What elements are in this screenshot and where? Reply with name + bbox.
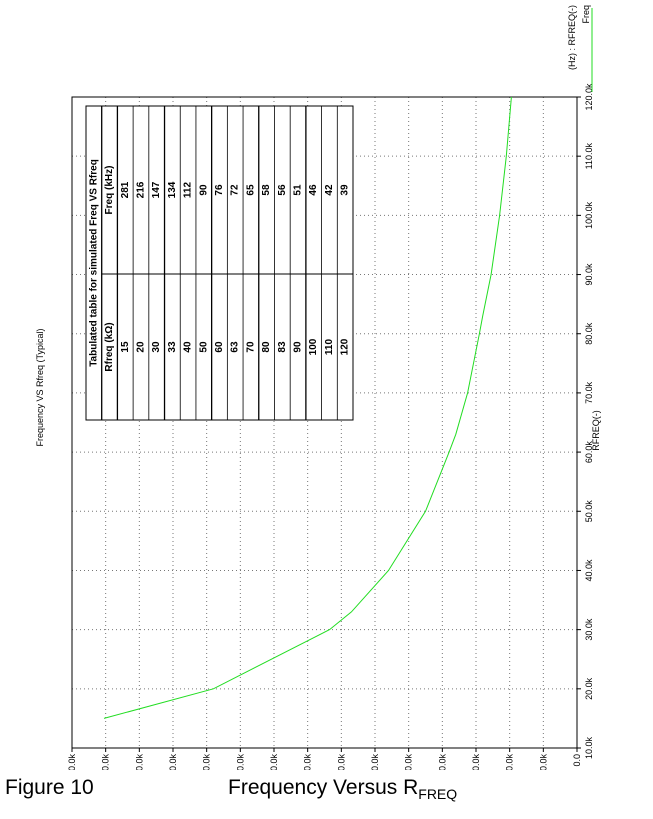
table-cell: 76	[214, 184, 225, 196]
x-tick-label: 80.0k	[584, 322, 594, 345]
y-tick-label: 20.0k	[538, 754, 548, 770]
chart-text: RFREQ(-) Frequency VS Rfreq (Typical)	[35, 328, 601, 450]
table-cell: 80	[261, 341, 272, 353]
table-cell: 40	[183, 341, 194, 353]
y-ticks: 0.0 20.0k 40.0k 60.0k 80.0k 100.0k 120.0k 140.0…	[67, 748, 582, 770]
y-tick-label: 160.0k	[303, 754, 313, 770]
y-tick-label: 0.0	[572, 754, 582, 767]
chart: 0.0 20.0k 40.0k 60.0k 80.0k 100.0k 120.0k 140.0…	[35, 5, 601, 770]
legend: (Hz) : RFREQ(-) Freq	[567, 5, 593, 92]
y-tick-label: 180.0k	[269, 754, 279, 770]
x-tick-label: 120.0k	[584, 83, 594, 111]
data-table: Tabulated table for simulated Freq VS Rf…	[85, 105, 354, 421]
x-tick-label: 90.0k	[584, 263, 594, 286]
table-cell: 60	[214, 341, 225, 353]
y-tick-label: 200.0k	[235, 754, 245, 770]
y-tick-label: 80.0k	[437, 754, 447, 770]
table-cell: 58	[261, 184, 272, 196]
table-cell: 90	[293, 341, 304, 353]
y-tick-label: 140.0k	[336, 754, 346, 770]
x-tick-label: 110.0k	[584, 143, 594, 170]
table-cell: 110	[324, 338, 335, 355]
x-tick-label: 100.0k	[584, 201, 594, 229]
x-tick-label: 10.0k	[584, 736, 594, 759]
table-cell: 46	[308, 184, 319, 196]
table-cell: 216	[135, 181, 146, 198]
table-cell: 65	[245, 184, 256, 196]
figure-title-main: Frequency Versus R	[228, 776, 419, 799]
table-cell: 120	[340, 338, 351, 355]
table-title: Tabulated table for simulated Freq VS Rf…	[88, 159, 99, 367]
x-tick-label: 40.0k	[584, 559, 594, 582]
y-tick-label: 280.0k	[101, 754, 111, 770]
table-cell: 281	[120, 181, 131, 198]
table-border	[85, 105, 354, 421]
y-tick-label: 220.0k	[202, 754, 212, 770]
table-cell: 63	[230, 341, 241, 353]
table-cell: 90	[198, 184, 209, 196]
y-tick-label: 100.0k	[404, 754, 414, 770]
x-ticks: 10.0k 20.0k 30.0k 40.0k 50.0k 60.0k 70.0k 80.0k…	[577, 83, 594, 759]
table-cell: 42	[324, 184, 335, 196]
figure-caption: Figure 10 Frequency Versus RFREQ	[0, 770, 653, 819]
table-cell: 100	[308, 338, 319, 355]
table-cell: 112	[183, 181, 194, 198]
table-header: Rfreq (kΩ)	[104, 322, 115, 371]
y-tick-label: 300.0k	[67, 754, 77, 770]
plot-frame	[71, 96, 578, 749]
table-cell: 72	[230, 184, 241, 196]
series-line-freq	[103, 96, 512, 719]
table-cell: 70	[245, 341, 256, 353]
figure-number: Figure 10	[5, 776, 94, 799]
x-tick-label: 50.0k	[584, 500, 594, 523]
x-tick-label: 30.0k	[584, 618, 594, 641]
table-cell: 50	[198, 341, 209, 353]
table-cell: 15	[120, 341, 131, 353]
table-cell: 147	[151, 181, 162, 198]
figure-title: Frequency Versus RFREQ	[228, 776, 457, 802]
x-tick-label: 20.0k	[584, 677, 594, 700]
table-cell: 51	[293, 184, 304, 196]
legend-header: (Hz) : RFREQ(-)	[567, 5, 577, 70]
chart-title: Frequency VS Rfreq (Typical)	[35, 328, 45, 446]
figure-title-subscript: FREQ	[418, 786, 458, 803]
legend-entry-label: Freq	[581, 5, 591, 24]
table-cell: 83	[277, 341, 288, 353]
y-tick-label: 240.0k	[168, 754, 178, 770]
y-tick-label: 60.0k	[471, 754, 481, 770]
x-tick-label: 60.0k	[584, 441, 594, 464]
plot-border	[71, 96, 578, 749]
table-cell: 134	[167, 181, 178, 198]
table-cell: 20	[135, 341, 146, 353]
y-tick-label: 120.0k	[370, 754, 380, 770]
table-header: Freq (kHz)	[104, 166, 115, 215]
series-lines	[103, 96, 512, 719]
table-cell: 33	[167, 341, 178, 353]
y-tick-label: 260.0k	[134, 754, 144, 770]
x-axis-label: RFREQ(-)	[591, 410, 601, 451]
table-cell: 39	[340, 184, 351, 196]
x-tick-label: 70.0k	[584, 381, 594, 404]
table-cell: 56	[277, 184, 288, 196]
table-cell: 30	[151, 341, 162, 353]
y-tick-label: 40.0k	[505, 754, 515, 770]
